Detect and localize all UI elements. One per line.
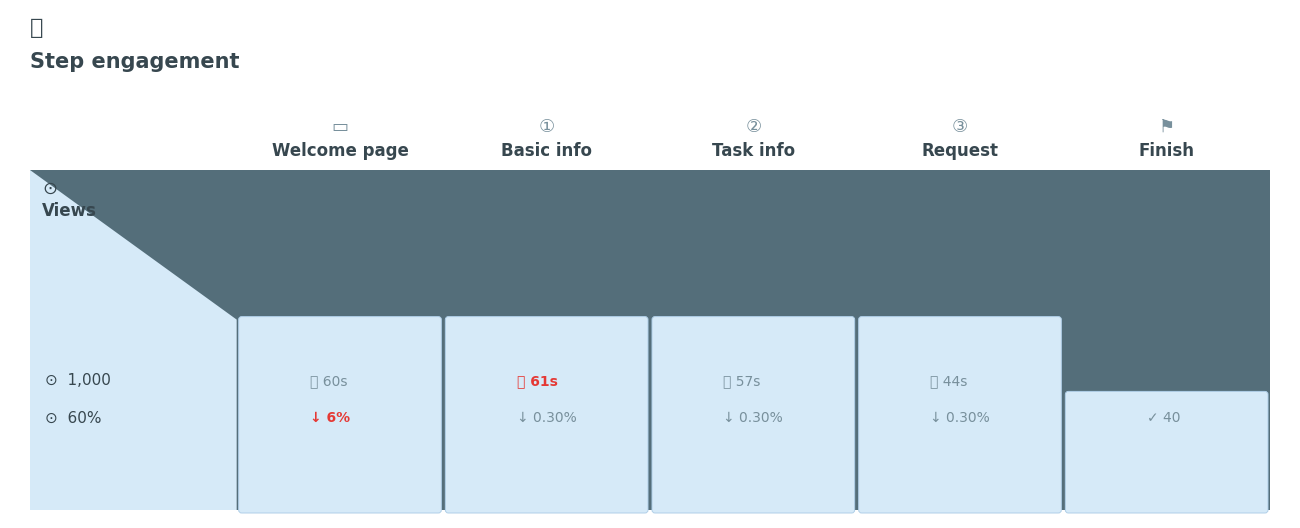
FancyBboxPatch shape [446,317,647,513]
Text: Step engagement: Step engagement [30,52,239,72]
Text: Finish: Finish [1139,142,1195,160]
FancyBboxPatch shape [653,317,854,513]
Text: Basic info: Basic info [502,142,593,160]
Text: ⏱ 60s: ⏱ 60s [309,374,347,388]
Text: ⏱ 57s: ⏱ 57s [723,374,760,388]
Text: ↓ 0.30%: ↓ 0.30% [516,411,576,425]
Text: ⏱ 61s: ⏱ 61s [516,374,558,388]
Text: ✓ 40: ✓ 40 [1147,411,1180,425]
Text: ⏱ 44s: ⏱ 44s [930,374,967,388]
Text: Request: Request [922,142,998,160]
Text: ⊙  1,000: ⊙ 1,000 [46,373,110,388]
Text: Task info: Task info [712,142,794,160]
Text: ↓ 0.30%: ↓ 0.30% [723,411,783,425]
Text: ②: ② [745,118,762,136]
FancyBboxPatch shape [1065,391,1268,513]
Text: ⊙  60%: ⊙ 60% [46,411,101,426]
Text: ⊙: ⊙ [42,180,57,198]
Text: ↓ 6%: ↓ 6% [309,411,350,425]
Text: Views: Views [42,202,98,220]
FancyBboxPatch shape [859,317,1061,513]
Text: ↓ 0.30%: ↓ 0.30% [930,411,989,425]
FancyBboxPatch shape [239,317,441,513]
Polygon shape [30,170,237,510]
Polygon shape [30,170,1270,510]
Text: ③: ③ [952,118,968,136]
Text: ▭: ▭ [332,118,348,136]
Text: ⚑: ⚑ [1158,118,1175,136]
Text: Welcome page: Welcome page [272,142,408,160]
Text: ①: ① [538,118,555,136]
Text: 🗒: 🗒 [30,18,43,38]
